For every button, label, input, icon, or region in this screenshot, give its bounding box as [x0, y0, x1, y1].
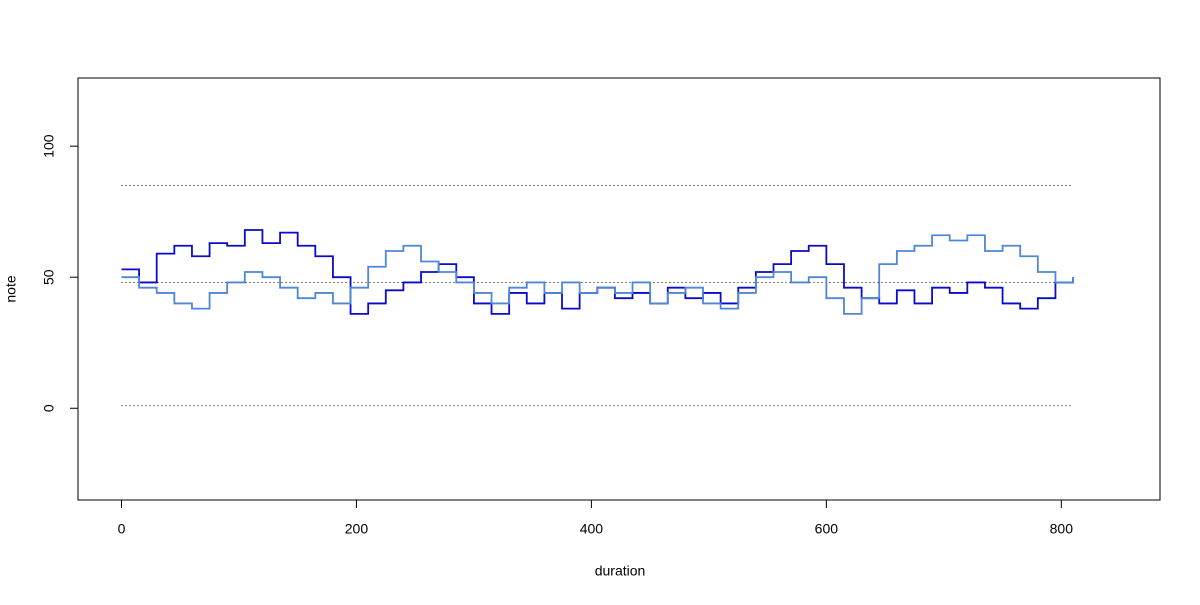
x-tick-label: 200	[345, 521, 369, 537]
plot-box	[77, 77, 1161, 501]
x-tick-label: 600	[815, 521, 839, 537]
x-tick-label: 800	[1050, 521, 1074, 537]
y-axis-label: note	[3, 275, 19, 302]
step-line	[121, 229, 1074, 315]
y-tick-label: 50	[41, 269, 57, 285]
x-tick-label: 0	[118, 521, 126, 537]
x-axis-label: duration	[595, 563, 646, 579]
step-line	[121, 234, 1074, 315]
x-tick-label: 400	[580, 521, 604, 537]
y-tick-label: 100	[41, 134, 57, 158]
y-tick-label: 0	[41, 404, 57, 412]
